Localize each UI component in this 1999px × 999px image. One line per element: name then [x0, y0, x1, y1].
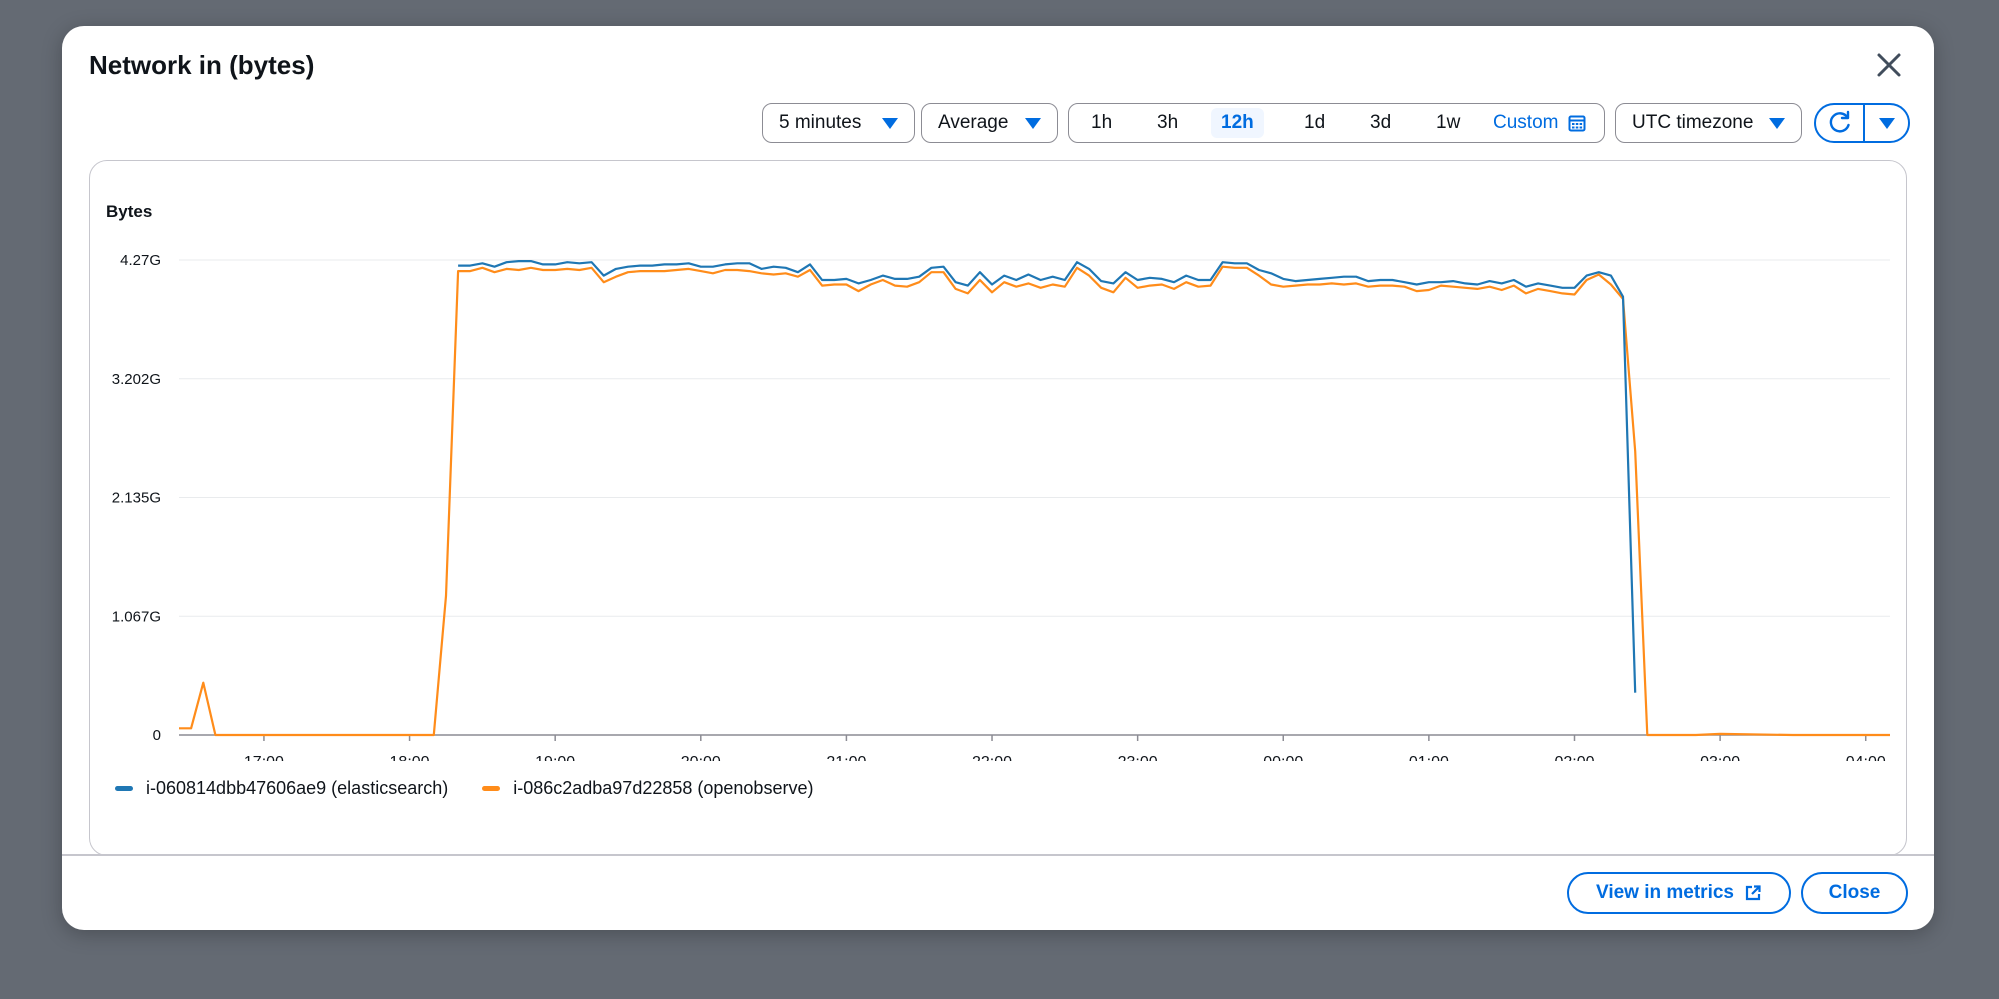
x-tick-label: 04:00 — [1846, 754, 1886, 761]
range-3h[interactable]: 3h — [1157, 112, 1179, 133]
period-select[interactable]: 5 minutes — [762, 103, 915, 143]
x-tick-label: 01:00 — [1409, 754, 1449, 761]
x-tick-label: 20:00 — [681, 754, 721, 761]
caret-down-icon — [1025, 117, 1041, 129]
close-icon[interactable] — [1872, 48, 1906, 82]
range-1w[interactable]: 1w — [1436, 112, 1461, 133]
chart-legend: i-060814dbb47606ae9 (elasticsearch) i-08… — [115, 773, 847, 803]
footer-divider — [62, 854, 1934, 856]
legend-label: i-086c2adba97d22858 (openobserve) — [513, 777, 814, 798]
y-tick-label: 0 — [153, 727, 161, 744]
range-1d[interactable]: 1d — [1304, 112, 1326, 133]
timezone-select-value: UTC timezone — [1632, 112, 1754, 133]
chart-container: Bytes 0 1.067G 2.135G 3.202G 4.27G 17:00 18:00 1… — [89, 160, 1907, 856]
x-tick-label: 21:00 — [826, 754, 866, 761]
refresh-split-button — [1814, 103, 1910, 143]
range-3d[interactable]: 3d — [1370, 112, 1392, 133]
refresh-icon — [1829, 110, 1850, 133]
series-line-openobserve — [179, 265, 1890, 737]
view-in-metrics-button[interactable]: View in metrics — [1567, 872, 1791, 914]
x-tick-label: 18:00 — [390, 754, 430, 761]
graph-toolbar: 5 minutes Average 1h 3h 12h 1d 3d 1w Cus… — [62, 103, 1934, 147]
x-tick-label: 02:00 — [1554, 754, 1594, 761]
caret-down-icon — [882, 117, 898, 129]
close-button[interactable]: Close — [1801, 872, 1908, 914]
y-axis-label: Bytes — [106, 202, 152, 221]
y-tick-label: 3.202G — [112, 371, 161, 388]
period-select-value: 5 minutes — [779, 112, 862, 133]
line-chart: Bytes 0 1.067G 2.135G 3.202G 4.27G 17:00 18:00 1… — [106, 202, 1890, 761]
legend-item-openobserve[interactable]: i-086c2adba97d22858 (openobserve) — [482, 778, 813, 799]
view-in-metrics-label: View in metrics — [1596, 882, 1734, 903]
refresh-button[interactable] — [1816, 105, 1864, 141]
calendar-icon — [1568, 115, 1586, 132]
x-tick-label: 00:00 — [1263, 754, 1303, 761]
statistic-select-value: Average — [938, 112, 1009, 133]
legend-item-elasticsearch[interactable]: i-060814dbb47606ae9 (elasticsearch) — [115, 778, 448, 799]
legend-label: i-060814dbb47606ae9 (elasticsearch) — [146, 777, 449, 798]
range-custom[interactable]: Custom — [1493, 108, 1586, 138]
x-tick-label: 17:00 — [244, 754, 284, 761]
y-tick-label: 4.27G — [120, 252, 161, 269]
statistic-select[interactable]: Average — [921, 103, 1058, 143]
x-tick-label: 03:00 — [1700, 754, 1740, 761]
time-range-selector: 1h 3h 12h 1d 3d 1w Custom — [1068, 103, 1605, 143]
caret-down-icon — [1769, 117, 1785, 129]
y-tick-label: 2.135G — [112, 490, 161, 507]
y-tick-label: 1.067G — [112, 608, 161, 625]
range-1h[interactable]: 1h — [1091, 112, 1113, 133]
legend-swatch — [115, 785, 133, 791]
timezone-select[interactable]: UTC timezone — [1615, 103, 1802, 143]
range-12h[interactable]: 12h — [1211, 108, 1264, 138]
refresh-divider — [1863, 105, 1865, 141]
external-link-icon — [1745, 885, 1761, 901]
x-tick-label: 19:00 — [535, 754, 575, 761]
x-tick-label: 23:00 — [1118, 754, 1158, 761]
range-custom-label: Custom — [1493, 112, 1559, 133]
series-line-elasticsearch — [458, 259, 1637, 693]
x-tick-label: 22:00 — [972, 754, 1012, 761]
legend-swatch — [482, 785, 501, 791]
refresh-options-button[interactable] — [1865, 105, 1908, 141]
caret-down-icon — [1879, 118, 1895, 129]
modal-title: Network in (bytes) — [89, 50, 315, 80]
modal-dialog: Network in (bytes) 5 minutes Average 1h … — [62, 26, 1934, 930]
